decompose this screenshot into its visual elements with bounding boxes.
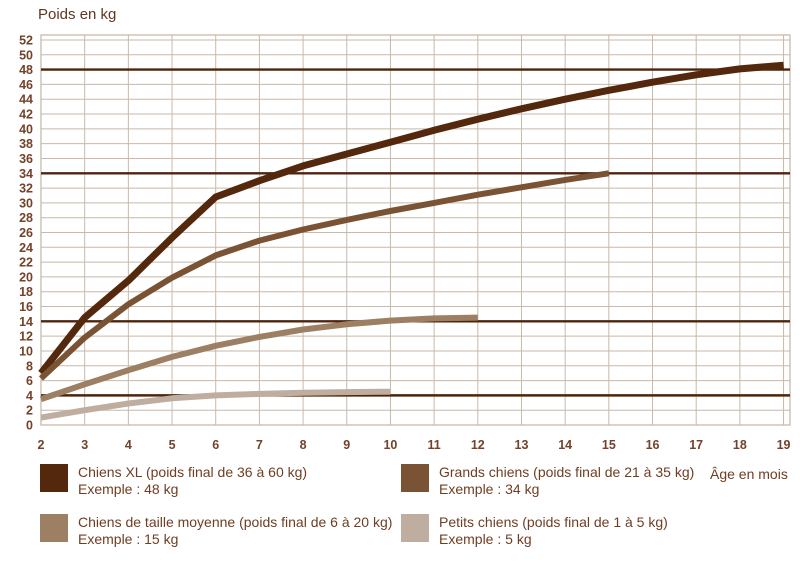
y-tick-label: 30 <box>19 196 33 210</box>
legend-label: Chiens XL (poids final de 36 à 60 kg) <box>78 464 308 480</box>
y-tick-label: 40 <box>19 122 33 136</box>
x-tick-label: 8 <box>300 438 307 452</box>
y-tick-label: 38 <box>19 137 33 151</box>
x-tick-label: 5 <box>169 438 176 452</box>
y-tick-label: 12 <box>19 330 33 344</box>
x-tick-label: 15 <box>602 438 616 452</box>
legend-label: Grands chiens (poids final de 21 à 35 kg… <box>439 464 695 480</box>
x-tick-label: 9 <box>343 438 350 452</box>
y-tick-label: 48 <box>19 63 33 77</box>
legend-example: Exemple : 5 kg <box>439 531 532 547</box>
x-tick-label: 12 <box>471 438 485 452</box>
y-tick-label: 2 <box>26 404 33 418</box>
y-tick-label: 52 <box>19 33 33 47</box>
growth-curve-2 <box>38 170 610 381</box>
legend-swatch-chiens-moyens <box>40 514 68 542</box>
legend-swatch-chiens-xl <box>40 464 68 492</box>
growth-curve-4 <box>40 388 391 421</box>
x-tick-label: 6 <box>212 438 219 452</box>
x-tick-label: 18 <box>733 438 747 452</box>
legend-label: Petits chiens (poids final de 1 à 5 kg) <box>439 514 668 530</box>
y-tick-label: 46 <box>19 78 33 92</box>
legend-item-grands-chiens: Grands chiens (poids final de 21 à 35 kg… <box>401 464 694 498</box>
x-tick-label: 7 <box>256 438 263 452</box>
y-tick-label: 34 <box>19 167 33 181</box>
y-tick-label: 26 <box>19 226 33 240</box>
x-tick-label: 13 <box>515 438 529 452</box>
legend-label: Chiens de taille moyenne (poids final de… <box>78 514 393 530</box>
x-tick-label: 3 <box>81 438 88 452</box>
y-axis-title: Poids en kg <box>38 6 117 23</box>
legend-example: Exemple : 48 kg <box>78 481 179 497</box>
y-tick-label: 10 <box>19 344 33 358</box>
y-tick-label: 36 <box>19 152 33 166</box>
y-tick-label: 44 <box>19 93 33 107</box>
legend-item-petits-chiens: Petits chiens (poids final de 1 à 5 kg) … <box>401 514 668 548</box>
y-tick-label: 32 <box>19 182 33 196</box>
growth-curve-1 <box>38 61 784 376</box>
legend-swatch-grands-chiens <box>401 464 429 492</box>
legend-example: Exemple : 15 kg <box>78 531 179 547</box>
y-tick-label: 18 <box>19 285 33 299</box>
plot-border <box>40 34 791 426</box>
legend-item-chiens-moyens: Chiens de taille moyenne (poids final de… <box>40 514 392 548</box>
y-tick-label: 4 <box>26 389 33 403</box>
legend-example: Exemple : 34 kg <box>439 481 540 497</box>
x-tick-label: 2 <box>38 438 45 452</box>
x-axis-title: Âge en mois <box>710 466 788 482</box>
y-tick-label: 0 <box>26 419 33 433</box>
x-tick-label: 14 <box>558 438 572 452</box>
y-tick-label: 20 <box>19 270 33 284</box>
legend-swatch-petits-chiens <box>401 514 429 542</box>
growth-chart: 0246810121416182022242628303234363840424… <box>19 33 791 452</box>
growth-curve-3 <box>40 314 478 402</box>
legend-item-chiens-xl: Chiens XL (poids final de 36 à 60 kg) Ex… <box>40 464 307 498</box>
x-tick-label: 16 <box>646 438 660 452</box>
y-tick-label: 50 <box>19 48 33 62</box>
y-tick-label: 14 <box>19 315 33 329</box>
y-tick-label: 22 <box>19 256 33 270</box>
y-tick-label: 8 <box>26 359 33 373</box>
y-tick-label: 24 <box>19 241 33 255</box>
x-tick-label: 19 <box>777 438 791 452</box>
y-tick-label: 6 <box>26 374 33 388</box>
x-tick-label: 17 <box>689 438 703 452</box>
x-tick-label: 4 <box>125 438 132 452</box>
x-tick-label: 10 <box>383 438 397 452</box>
y-tick-label: 28 <box>19 211 33 225</box>
x-tick-label: 11 <box>428 438 441 452</box>
y-tick-label: 16 <box>19 300 33 314</box>
y-tick-label: 42 <box>19 108 33 122</box>
